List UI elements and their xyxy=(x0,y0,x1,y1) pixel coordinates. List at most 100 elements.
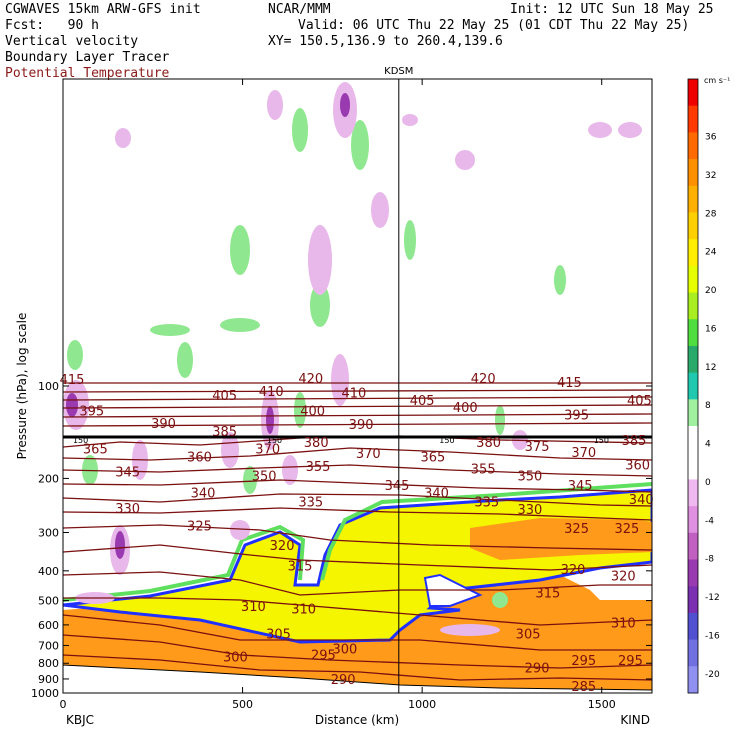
isentrope-label: 290 xyxy=(525,661,550,676)
isentrope-label: 320 xyxy=(611,570,636,585)
isentrope-label: 335 xyxy=(298,496,323,511)
colorbar-tick-label: 4 xyxy=(705,440,711,450)
colorbar-swatch xyxy=(688,132,698,160)
colorbar-unit: cm s⁻¹ xyxy=(704,76,730,85)
downward-motion-blobs xyxy=(63,82,642,636)
field-vertical-velocity: Vertical velocity xyxy=(5,34,139,49)
isentrope-label: 400 xyxy=(300,404,325,419)
colorbar-swatch xyxy=(688,79,698,107)
colorbar-swatch xyxy=(688,105,698,133)
isentrope-label: 420 xyxy=(471,372,496,387)
colorbar-swatch xyxy=(688,532,698,561)
isentrope-label: 300 xyxy=(223,650,248,665)
y-tick-label: 200 xyxy=(38,472,59,485)
colorbar-swatch xyxy=(688,639,698,667)
strong-downward-cores xyxy=(66,93,350,559)
forecast-hour: Fcst: 90 h xyxy=(5,18,99,33)
colorbar-swatch xyxy=(688,666,698,694)
isentrope-label: 335 xyxy=(474,496,499,511)
isentrope-label: 390 xyxy=(151,417,176,432)
tropopause-label: 150 xyxy=(73,436,88,445)
colorbar-swatch xyxy=(688,559,698,587)
x-tick-label: 1000 xyxy=(408,698,436,711)
colorbar-swatch xyxy=(688,265,698,294)
isentrope-label: 370 xyxy=(255,443,280,458)
y-tick-label: 400 xyxy=(38,565,59,578)
model-title: CGWAVES 15km ARW-GFS init xyxy=(5,2,201,17)
x-axis-ticks: 0 500 1000 1500 xyxy=(60,79,616,711)
cross-section-endpoints: XY= 150.5,136.9 to 260.4,139.6 xyxy=(268,34,503,49)
colorbar-tick-label: -4 xyxy=(705,516,714,526)
isentrope-label: 325 xyxy=(614,522,639,537)
isentrope-label: 320 xyxy=(270,539,295,554)
isentrope-label: 380 xyxy=(476,436,501,451)
colorbar-tick-label: -8 xyxy=(705,555,714,565)
isentrope-label: 315 xyxy=(535,586,560,601)
tropopause-label: 150 xyxy=(439,436,454,445)
isentrope-label: 420 xyxy=(298,372,323,387)
isentrope-label: 305 xyxy=(516,627,541,642)
colorbar-swatch xyxy=(688,185,698,213)
isentrope-label: 295 xyxy=(311,649,336,664)
isentrope-label: 380 xyxy=(304,436,329,451)
colorbar: 36 32 28 24 20 16 12 8 4 0 -4 -8 -12 -16 -20 xyxy=(687,78,720,694)
isentrope-label: 350 xyxy=(517,470,542,485)
colorbar-tick-label: 32 xyxy=(705,171,716,181)
kdsm-label: KDSM xyxy=(384,66,413,77)
isentrope-label: 345 xyxy=(115,466,140,481)
colorbar-tick-label: -16 xyxy=(705,631,720,641)
isentrope-label: 415 xyxy=(557,376,582,391)
isentrope-label: 315 xyxy=(288,560,313,575)
x-tick-label: 1500 xyxy=(588,698,616,711)
isentrope-label: 320 xyxy=(561,563,586,578)
field-boundary-layer-tracer: Boundary Layer Tracer xyxy=(5,50,170,65)
colorbar-frame xyxy=(687,78,699,694)
isentrope-label: 385 xyxy=(212,425,237,440)
isentrope-label: 400 xyxy=(453,401,478,416)
field-potential-temperature: Potential Temperature xyxy=(5,66,170,81)
organization: NCAR/MMM xyxy=(268,2,331,17)
isentrope-label: 330 xyxy=(517,503,542,518)
left-station-label: KBJC xyxy=(66,713,94,727)
terrain xyxy=(63,664,652,693)
colorbar-tick-label: 12 xyxy=(705,363,716,373)
colorbar-swatch xyxy=(688,479,698,507)
isentrope-label: 405 xyxy=(627,394,652,409)
colorbar-tick-label: 16 xyxy=(705,324,717,334)
isentrope-label: 310 xyxy=(611,617,636,632)
colorbar-swatch xyxy=(688,372,698,400)
isentrope-label: 370 xyxy=(356,447,381,462)
isentrope-label: 325 xyxy=(564,522,589,537)
colorbar-tick-label: 36 xyxy=(705,133,717,143)
isentrope-label: 390 xyxy=(349,418,374,433)
isentrope-label: 360 xyxy=(625,458,650,473)
tropopause-label: 150 xyxy=(267,436,282,445)
init-time: Init: 12 UTC Sun 18 May 25 xyxy=(510,2,714,17)
colorbar-tick-label: 28 xyxy=(705,209,717,219)
right-station-label: KIND xyxy=(620,713,650,727)
isentrope-label: 385 xyxy=(622,434,647,449)
isentrope-label: 330 xyxy=(115,502,140,517)
colorbar-swatch xyxy=(688,292,698,320)
y-tick-label: 800 xyxy=(38,657,59,670)
x-tick-label: 500 xyxy=(232,698,253,711)
colorbar-swatch xyxy=(688,399,698,427)
isentrope-label: 295 xyxy=(618,654,643,669)
isentrope-label: 410 xyxy=(341,387,366,402)
isentrope-label: 395 xyxy=(564,409,589,424)
y-tick-label: 900 xyxy=(38,673,59,686)
y-tick-label: 1000 xyxy=(31,687,59,700)
isentrope-label: 365 xyxy=(421,451,446,466)
isentrope-label: 310 xyxy=(291,602,316,617)
isentrope-label: 345 xyxy=(568,479,593,494)
isentrope-label: 360 xyxy=(187,451,212,466)
colorbar-swatch xyxy=(688,159,698,187)
colorbar-tick-label: 8 xyxy=(705,401,711,411)
isentrope-label: 325 xyxy=(187,520,212,535)
colorbar-swatch xyxy=(688,319,698,347)
isentrope-label: 405 xyxy=(212,389,237,404)
isentrope-label: 415 xyxy=(60,373,85,388)
isentrope-label: 355 xyxy=(471,463,496,478)
